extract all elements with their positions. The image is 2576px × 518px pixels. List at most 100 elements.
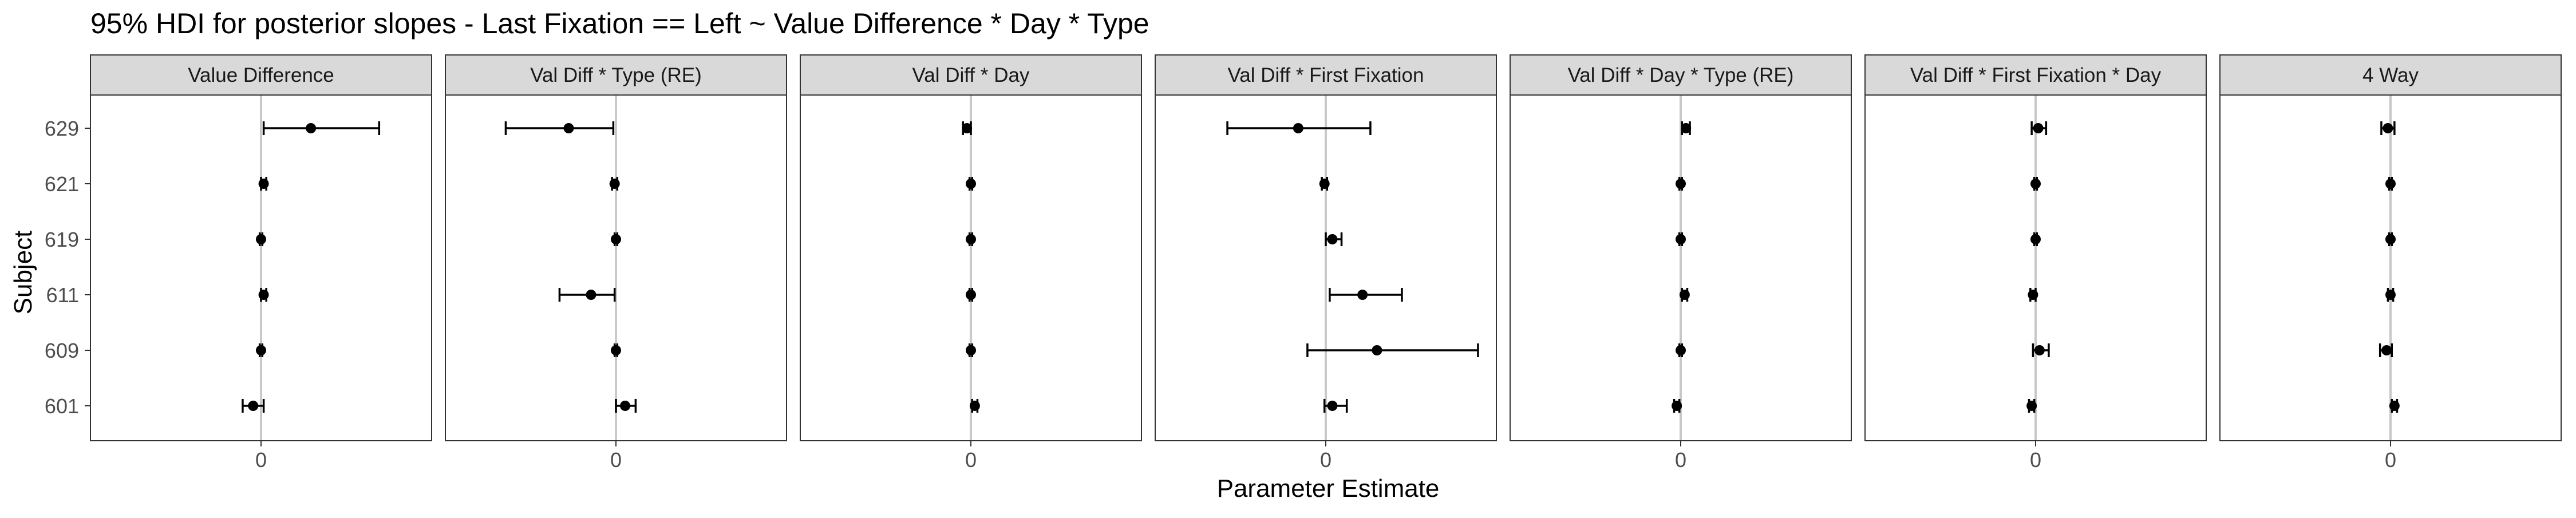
facet-1-estimate-629 [306, 123, 317, 133]
facet-5-point-629 [1681, 121, 1692, 135]
y-tick-label-601: 601 [45, 394, 79, 418]
facet-3-estimate-629 [962, 123, 973, 133]
facet-1-estimate-609 [256, 345, 266, 355]
facet-1-point-601 [242, 399, 265, 413]
facet-1-point-609 [256, 343, 266, 357]
facet-5-point-611 [1679, 288, 1690, 302]
facet-7-point-611 [2385, 288, 2396, 302]
facet-4-point-611 [1329, 288, 1403, 302]
facet-6-point-609 [2032, 343, 2050, 357]
facet-1-point-621 [258, 177, 269, 191]
facet-1: Value Difference 0 [90, 54, 432, 472]
facet-3-estimate-609 [966, 345, 976, 355]
facet-3-x-tick-label: 0 [965, 448, 977, 472]
facet-2-point-601 [615, 399, 637, 413]
facet-7-point-621 [2385, 177, 2396, 191]
y-tick-label-621: 621 [45, 172, 79, 196]
facet-3-strip-label: Val Diff * Day [912, 64, 1030, 86]
facet-5-point-609 [1676, 343, 1686, 357]
facet-1-point-619 [256, 232, 266, 246]
facet-4-point-629 [1226, 121, 1372, 135]
facet-6-estimate-601 [2026, 401, 2037, 411]
facet-6-estimate-609 [2034, 345, 2045, 355]
facet-7: 4 Way 0 [2219, 54, 2562, 472]
facet-7-point-609 [2379, 343, 2393, 357]
facet-7-estimate-611 [2385, 290, 2396, 300]
facet-3-point-621 [966, 177, 976, 191]
facet-6-estimate-619 [2030, 234, 2041, 244]
facet-4-point-601 [1323, 399, 1348, 413]
facet-3-point-619 [966, 232, 976, 246]
facet-2-estimate-619 [611, 234, 621, 244]
facet-1-estimate-621 [258, 179, 269, 189]
facet-2-estimate-611 [586, 290, 596, 300]
facet-7-estimate-621 [2385, 179, 2396, 189]
facet-4-estimate-601 [1327, 401, 1338, 411]
facet-5-estimate-621 [1676, 179, 1686, 189]
facet-6-strip-label: Val Diff * First Fixation * Day [1910, 64, 2162, 86]
facet-2-strip [445, 54, 787, 96]
facet-2-point-629 [504, 121, 615, 135]
facet-1-x-tick-label: 0 [255, 448, 267, 472]
facet-5-strip [1510, 54, 1852, 96]
facet-4-strip [1155, 54, 1497, 96]
facet-5-estimate-601 [1672, 401, 1682, 411]
facet-4-estimate-621 [1319, 179, 1330, 189]
facet-5-x-tick-label: 0 [1675, 448, 1686, 472]
x-axis-label: Parameter Estimate [1217, 474, 1440, 503]
facet-7-estimate-619 [2385, 234, 2396, 244]
facet-3-point-609 [966, 343, 976, 357]
facet-5: Val Diff * Day * Type (RE) 0 [1510, 54, 1852, 472]
facet-1-estimate-601 [248, 401, 259, 411]
facet-7-estimate-609 [2381, 345, 2392, 355]
facet-4-x-tick-label: 0 [1320, 448, 1332, 472]
facet-2-point-611 [558, 288, 616, 302]
facet-5-point-621 [1676, 177, 1686, 191]
facet-1-point-629 [262, 121, 381, 135]
facet-6-estimate-621 [2030, 179, 2041, 189]
chart-title: 95% HDI for posterior slopes - Last Fixa… [90, 7, 1149, 39]
facet-2-point-619 [611, 232, 621, 246]
facet-3: Val Diff * Day 0 [800, 54, 1142, 472]
facet-3-estimate-619 [966, 234, 976, 244]
facet-3-point-601 [969, 399, 980, 413]
facet-7-point-629 [2380, 121, 2396, 135]
facet-6-estimate-611 [2028, 290, 2038, 300]
facet-6-point-629 [2030, 121, 2048, 135]
facet-5-point-601 [1672, 399, 1682, 413]
facet-7-strip-label: 4 Way [2362, 64, 2419, 86]
facet-4-estimate-629 [1293, 123, 1303, 133]
y-tick-label-609: 609 [45, 339, 79, 362]
facet-5-estimate-619 [1676, 234, 1686, 244]
facet-7-strip [2219, 54, 2562, 96]
facet-3-strip [800, 54, 1142, 96]
facet-7-x-tick-label: 0 [2385, 448, 2396, 472]
facet-5-estimate-611 [1679, 290, 1690, 300]
facet-2-point-621 [609, 177, 620, 191]
facet-1-strip-label: Value Difference [188, 64, 334, 86]
facet-7-point-619 [2385, 232, 2396, 246]
facet-3-estimate-611 [966, 290, 976, 300]
facet-7-point-601 [2389, 399, 2400, 413]
facet-1-point-611 [258, 288, 269, 302]
facet-3-estimate-621 [966, 179, 976, 189]
facet-2-strip-label: Val Diff * Type (RE) [530, 64, 702, 86]
facet-6: Val Diff * First Fixation * Day 0 [1864, 54, 2207, 472]
facet-4-point-609 [1306, 343, 1479, 357]
facet-4-point-621 [1319, 177, 1330, 191]
facet-3-point-629 [962, 121, 973, 135]
facet-6-x-tick-label: 0 [2030, 448, 2041, 472]
facet-2-estimate-629 [563, 123, 574, 133]
facet-5-point-619 [1676, 232, 1686, 246]
facet-4-point-619 [1325, 232, 1343, 246]
facet-4-strip-label: Val Diff * First Fixation [1228, 64, 1424, 86]
facet-7-estimate-601 [2389, 401, 2400, 411]
facet-7-estimate-629 [2383, 123, 2393, 133]
facet-2-estimate-609 [611, 345, 621, 355]
facet-5-estimate-609 [1676, 345, 1686, 355]
facet-6-point-611 [2028, 288, 2038, 302]
facet-1-estimate-611 [258, 290, 269, 300]
y-tick-label-619: 619 [45, 228, 79, 251]
